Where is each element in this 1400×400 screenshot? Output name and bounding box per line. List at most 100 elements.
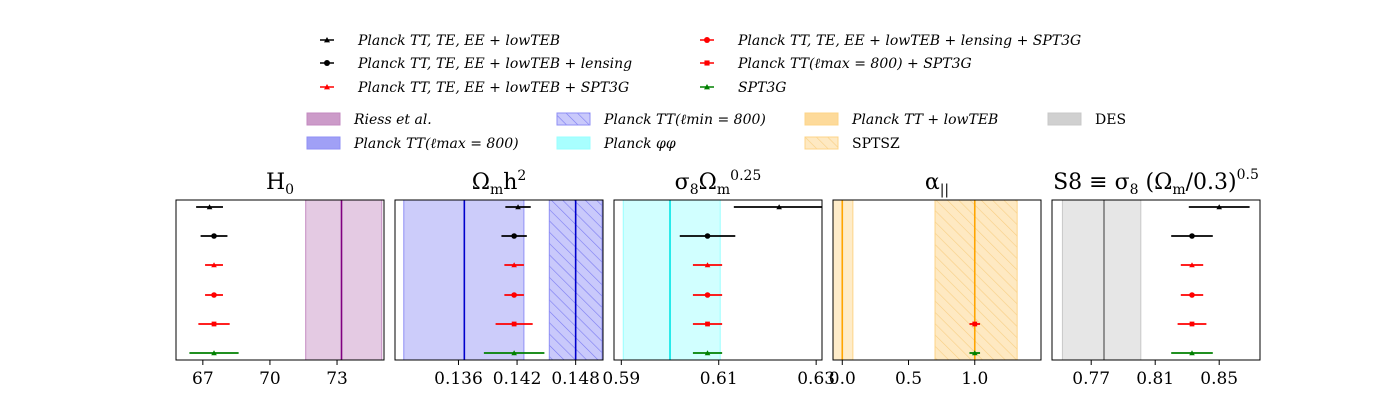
point-marker [515,204,521,210]
data-point-3 [205,292,223,298]
band-0 [622,200,721,360]
data-point-2 [205,262,223,268]
point-marker [776,204,782,210]
point-marker [206,204,213,210]
data-point-5 [692,350,723,356]
point-marker [972,321,978,327]
x-tick-label: 0.136 [434,369,483,389]
point-marker [704,292,711,298]
point-marker [211,262,217,268]
x-tick-label: 0.5 [895,369,922,389]
legend-band-3: Planck φφ [556,136,676,152]
data-point-1 [679,233,736,239]
legend-series-4: Planck TT(ℓmax = 800) + SPT3G [700,56,972,72]
panel-title: Ωmh2 [472,168,527,198]
x-tick-label: 0.61 [700,369,738,389]
legend-label: DES [1095,112,1126,128]
axes-frame [832,199,1042,361]
point-marker [511,350,517,356]
panel-3: 0.0 0.5 1.0 α|| [829,170,1042,389]
point-marker [211,233,217,239]
legend-swatch [306,112,341,126]
panel-1: 0.136 0.142 0.148 Ωmh2 [394,168,604,389]
point-marker [704,233,711,239]
legend-swatch [1047,112,1082,126]
data-point-5 [189,350,239,356]
legend-series-1: Planck TT, TE, EE + lowTEB + lensing [320,56,632,72]
data-point-5 [969,350,981,356]
point-marker [1189,321,1195,327]
x-tick-label: 0.148 [551,369,600,389]
point-marker [1189,233,1195,239]
legend-marker [704,37,710,43]
data-point-5 [483,350,545,356]
data-point-2 [504,262,524,268]
point-marker [704,350,711,356]
legend-swatch [804,136,839,150]
point-marker [511,292,517,298]
legend-band-0: Riess et al. [306,112,432,128]
legend-label: Planck TT, TE, EE + lowTEB + lensing [357,56,632,72]
panel-4: 0.77 0.81 0.85 S8 ≡ σ8 (Ωm/0.3)0.5 [1051,167,1261,389]
legend-swatch [556,112,591,126]
legend-label: Planck φφ [603,136,676,152]
legend-swatch [556,136,591,150]
x-tick-label: 70 [259,369,281,389]
legend-marker [704,60,710,66]
point-marker [1216,204,1222,210]
data-point-1 [501,233,527,239]
legend-band-4: Planck TT + lowTEB [804,112,998,128]
data-point-4 [692,321,723,327]
point-marker [211,292,217,298]
legend-swatch [804,112,839,126]
legend: Planck TT, TE, EE + lowTEB Planck TT, TE,… [306,33,1126,152]
legend-marker [324,37,330,43]
panel-2: 0.59 0.61 0.63 σ8Ωm0.25 [602,168,835,389]
panel-title: α|| [925,170,949,198]
x-tick-label: 0.63 [797,369,835,389]
panel-title: σ8Ωm0.25 [675,168,762,198]
x-tick-label: 0.81 [1136,369,1174,389]
legend-band-1: Planck TT(ℓmax = 800) [306,136,519,152]
legend-series-5: SPT3G [700,80,786,96]
legend-label: Planck TT(ℓmax = 800) [353,136,519,152]
legend-swatch [306,136,341,150]
panels: 67 70 73 H0 0.136 0.142 0.148 Ωmh2 0.59 0.61 0.63 σ… [175,167,1261,389]
legend-series-2: Planck TT, TE, EE + lowTEB + SPT3G [320,80,629,96]
x-tick-label: 0.85 [1200,369,1238,389]
band-0 [305,200,383,360]
legend-band-6: DES [1047,112,1126,128]
panel-0: 67 70 73 H0 [175,170,385,389]
panel-title: H0 [266,170,294,198]
point-marker [1189,350,1195,356]
point-marker [511,321,517,327]
legend-label: Riess et al. [353,112,432,128]
point-marker [704,262,711,268]
panel-title: S8 ≡ σ8 (Ωm/0.3)0.5 [1053,167,1259,198]
point-marker [705,321,710,327]
axes-frame [1051,199,1261,361]
data-point-5 [1171,350,1213,356]
x-tick-label: 73 [326,369,348,389]
axes-frame [394,199,604,361]
data-point-2 [1180,262,1204,268]
data-point-4 [969,321,981,327]
legend-band-5: SPTSZ [804,136,900,152]
data-point-2 [692,262,723,268]
point-marker [511,262,517,268]
data-point-3 [1180,292,1204,298]
legend-label: SPT3G [738,80,786,96]
axes-frame [613,199,823,361]
x-tick-label: 0.0 [829,369,856,389]
point-marker [971,350,978,356]
data-point-1 [1171,233,1213,239]
x-tick-label: 0.59 [602,369,640,389]
band-0 [1061,200,1142,360]
data-point-0 [733,204,822,210]
point-marker [1189,292,1195,298]
x-tick-label: 0.142 [493,369,542,389]
data-point-1 [200,233,228,239]
legend-series-3: Planck TT, TE, EE + lowTEB + lensing + S… [700,33,1081,49]
legend-label: Planck TT, TE, EE + lowTEB [357,33,560,49]
